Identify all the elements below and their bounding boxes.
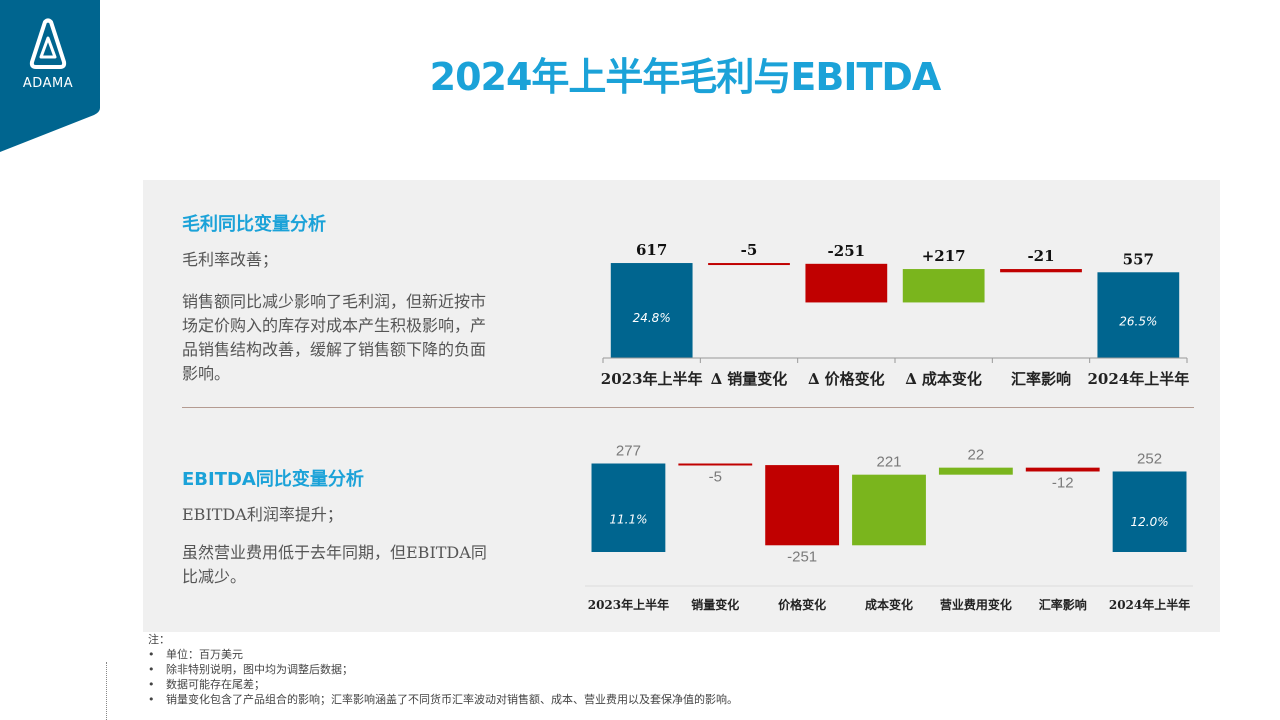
gross-para-line: 场定价购入的库存对成本产生积极影响，产 xyxy=(182,316,487,335)
adama-logo-icon xyxy=(29,18,67,69)
chart1-bar-4 xyxy=(1000,269,1082,273)
chart2-bar-0 xyxy=(591,463,666,552)
ebitda-paragraph: 虽然营业费用低于去年同期，但EBITDA同 比减少。 xyxy=(182,541,487,589)
gross-line1: 毛利率改善； xyxy=(182,250,279,269)
chart2-bar-3 xyxy=(852,474,926,546)
chart2-inner-label-6: 12.0% xyxy=(1131,515,1169,529)
chart1-bar-0 xyxy=(610,263,693,358)
chart2-category-label-6: 2024年上半年 xyxy=(1109,597,1190,612)
note-text: 单位：百万美元 xyxy=(166,648,243,661)
chart1-category-label-3: ∆ 成本变化 xyxy=(905,370,982,388)
chart1-value-label-2: -251 xyxy=(828,242,866,260)
note-text: 数据可能存在尾差； xyxy=(166,678,265,691)
chart1-bar-1 xyxy=(708,263,790,266)
dotted-line xyxy=(106,662,107,720)
chart2-value-label-6: 252 xyxy=(1137,450,1162,467)
notes-heading: 注： xyxy=(148,633,170,646)
chart2-bar-2 xyxy=(765,465,840,546)
chart1-category-label-1: ∆ 销量变化 xyxy=(711,370,788,388)
chart2-category-label-1: 销量变化 xyxy=(691,597,739,612)
chart1-value-label-1: -5 xyxy=(741,241,758,259)
chart1-value-label-0: 617 xyxy=(636,241,667,259)
chart1-value-label-3: +217 xyxy=(922,247,966,265)
logo-text: ADAMA xyxy=(22,76,74,91)
chart1-inner-label-0: 24.8% xyxy=(633,311,671,325)
note-text: 除非特别说明，图中均为调整后数据； xyxy=(166,663,353,676)
gross-para-line: 销售额同比减少影响了毛利润，但新近按市 xyxy=(182,292,487,311)
chart2-bar-5 xyxy=(1025,467,1100,472)
chart2-value-label-2: -251 xyxy=(787,548,817,565)
chart2-category-label-4: 营业费用变化 xyxy=(940,597,1012,612)
chart1-category-label-0: 2023年上半年 xyxy=(601,370,703,388)
chart2-value-label-1: -5 xyxy=(709,468,722,485)
chart2-category-label-2: 价格变化 xyxy=(778,597,826,612)
chart1-category-label-4: 汇率影响 xyxy=(1011,370,1071,388)
chart2-category-label-3: 成本变化 xyxy=(865,597,913,612)
logo-background xyxy=(0,0,100,152)
chart1-bar-3 xyxy=(902,269,985,303)
note-item: • 数据可能存在尾差； xyxy=(148,678,265,691)
chart1-value-label-5: 557 xyxy=(1123,250,1154,268)
ebitda-para-line: 比减少。 xyxy=(182,567,247,586)
gross-paragraph: 销售额同比减少影响了毛利润，但新近按市 场定价购入的库存对成本产生积极影响，产 … xyxy=(182,290,486,386)
chart2-value-label-3: 221 xyxy=(876,454,901,471)
chart2-value-label-4: 22 xyxy=(968,447,985,464)
chart2-value-label-0: 277 xyxy=(616,442,641,459)
gross-para-line: 品销售结构改善，缓解了销售额下降的负面 xyxy=(182,340,487,359)
section-divider xyxy=(182,407,1194,408)
chart2-bar-4 xyxy=(938,467,1013,475)
chart1-category-label-5: 2024年上半年 xyxy=(1087,370,1189,388)
note-item: • 销量变化包含了产品组合的影响；汇率影响涵盖了不同货币汇率波动对销售额、成本、营… xyxy=(148,693,738,706)
chart1-inner-label-5: 26.5% xyxy=(1119,314,1157,328)
chart1-bar-5 xyxy=(1097,272,1180,358)
chart2-bar-1 xyxy=(678,463,753,466)
footnotes: 注： • 单位：百万美元 • 除非特别说明，图中均为调整后数据； • 数据可能存在尾差… xyxy=(148,632,738,707)
gross-para-line: 影响。 xyxy=(182,364,231,383)
chart2-inner-label-0: 11.1% xyxy=(609,513,647,527)
note-text: 销量变化包含了产品组合的影响；汇率影响涵盖了不同货币汇率波动对销售额、成本、营业… xyxy=(166,693,738,706)
chart1-bar-2 xyxy=(805,263,888,303)
chart2-value-label-5: -12 xyxy=(1052,474,1074,491)
page-title: 2024年上半年毛利与EBITDA xyxy=(429,55,942,99)
chart1-value-label-4: -21 xyxy=(1027,247,1054,265)
ebitda-section-heading: EBITDA同比变量分析 xyxy=(182,469,364,490)
gross-section-heading: 毛利同比变量分析 xyxy=(182,214,326,235)
note-item: • 单位：百万美元 xyxy=(148,648,243,661)
ebitda-line1: EBITDA利润率提升； xyxy=(182,505,343,524)
content-panel xyxy=(143,180,1220,632)
ebitda-para-line: 虽然营业费用低于去年同期，但EBITDA同 xyxy=(182,543,487,562)
chart2-category-label-0: 2023年上半年 xyxy=(588,597,669,612)
chart2-bar-6 xyxy=(1112,471,1187,552)
chart2-category-label-5: 汇率影响 xyxy=(1039,597,1087,612)
chart1-category-label-2: ∆ 价格变化 xyxy=(808,370,885,388)
note-item: • 除非特别说明，图中均为调整后数据； xyxy=(148,663,353,676)
